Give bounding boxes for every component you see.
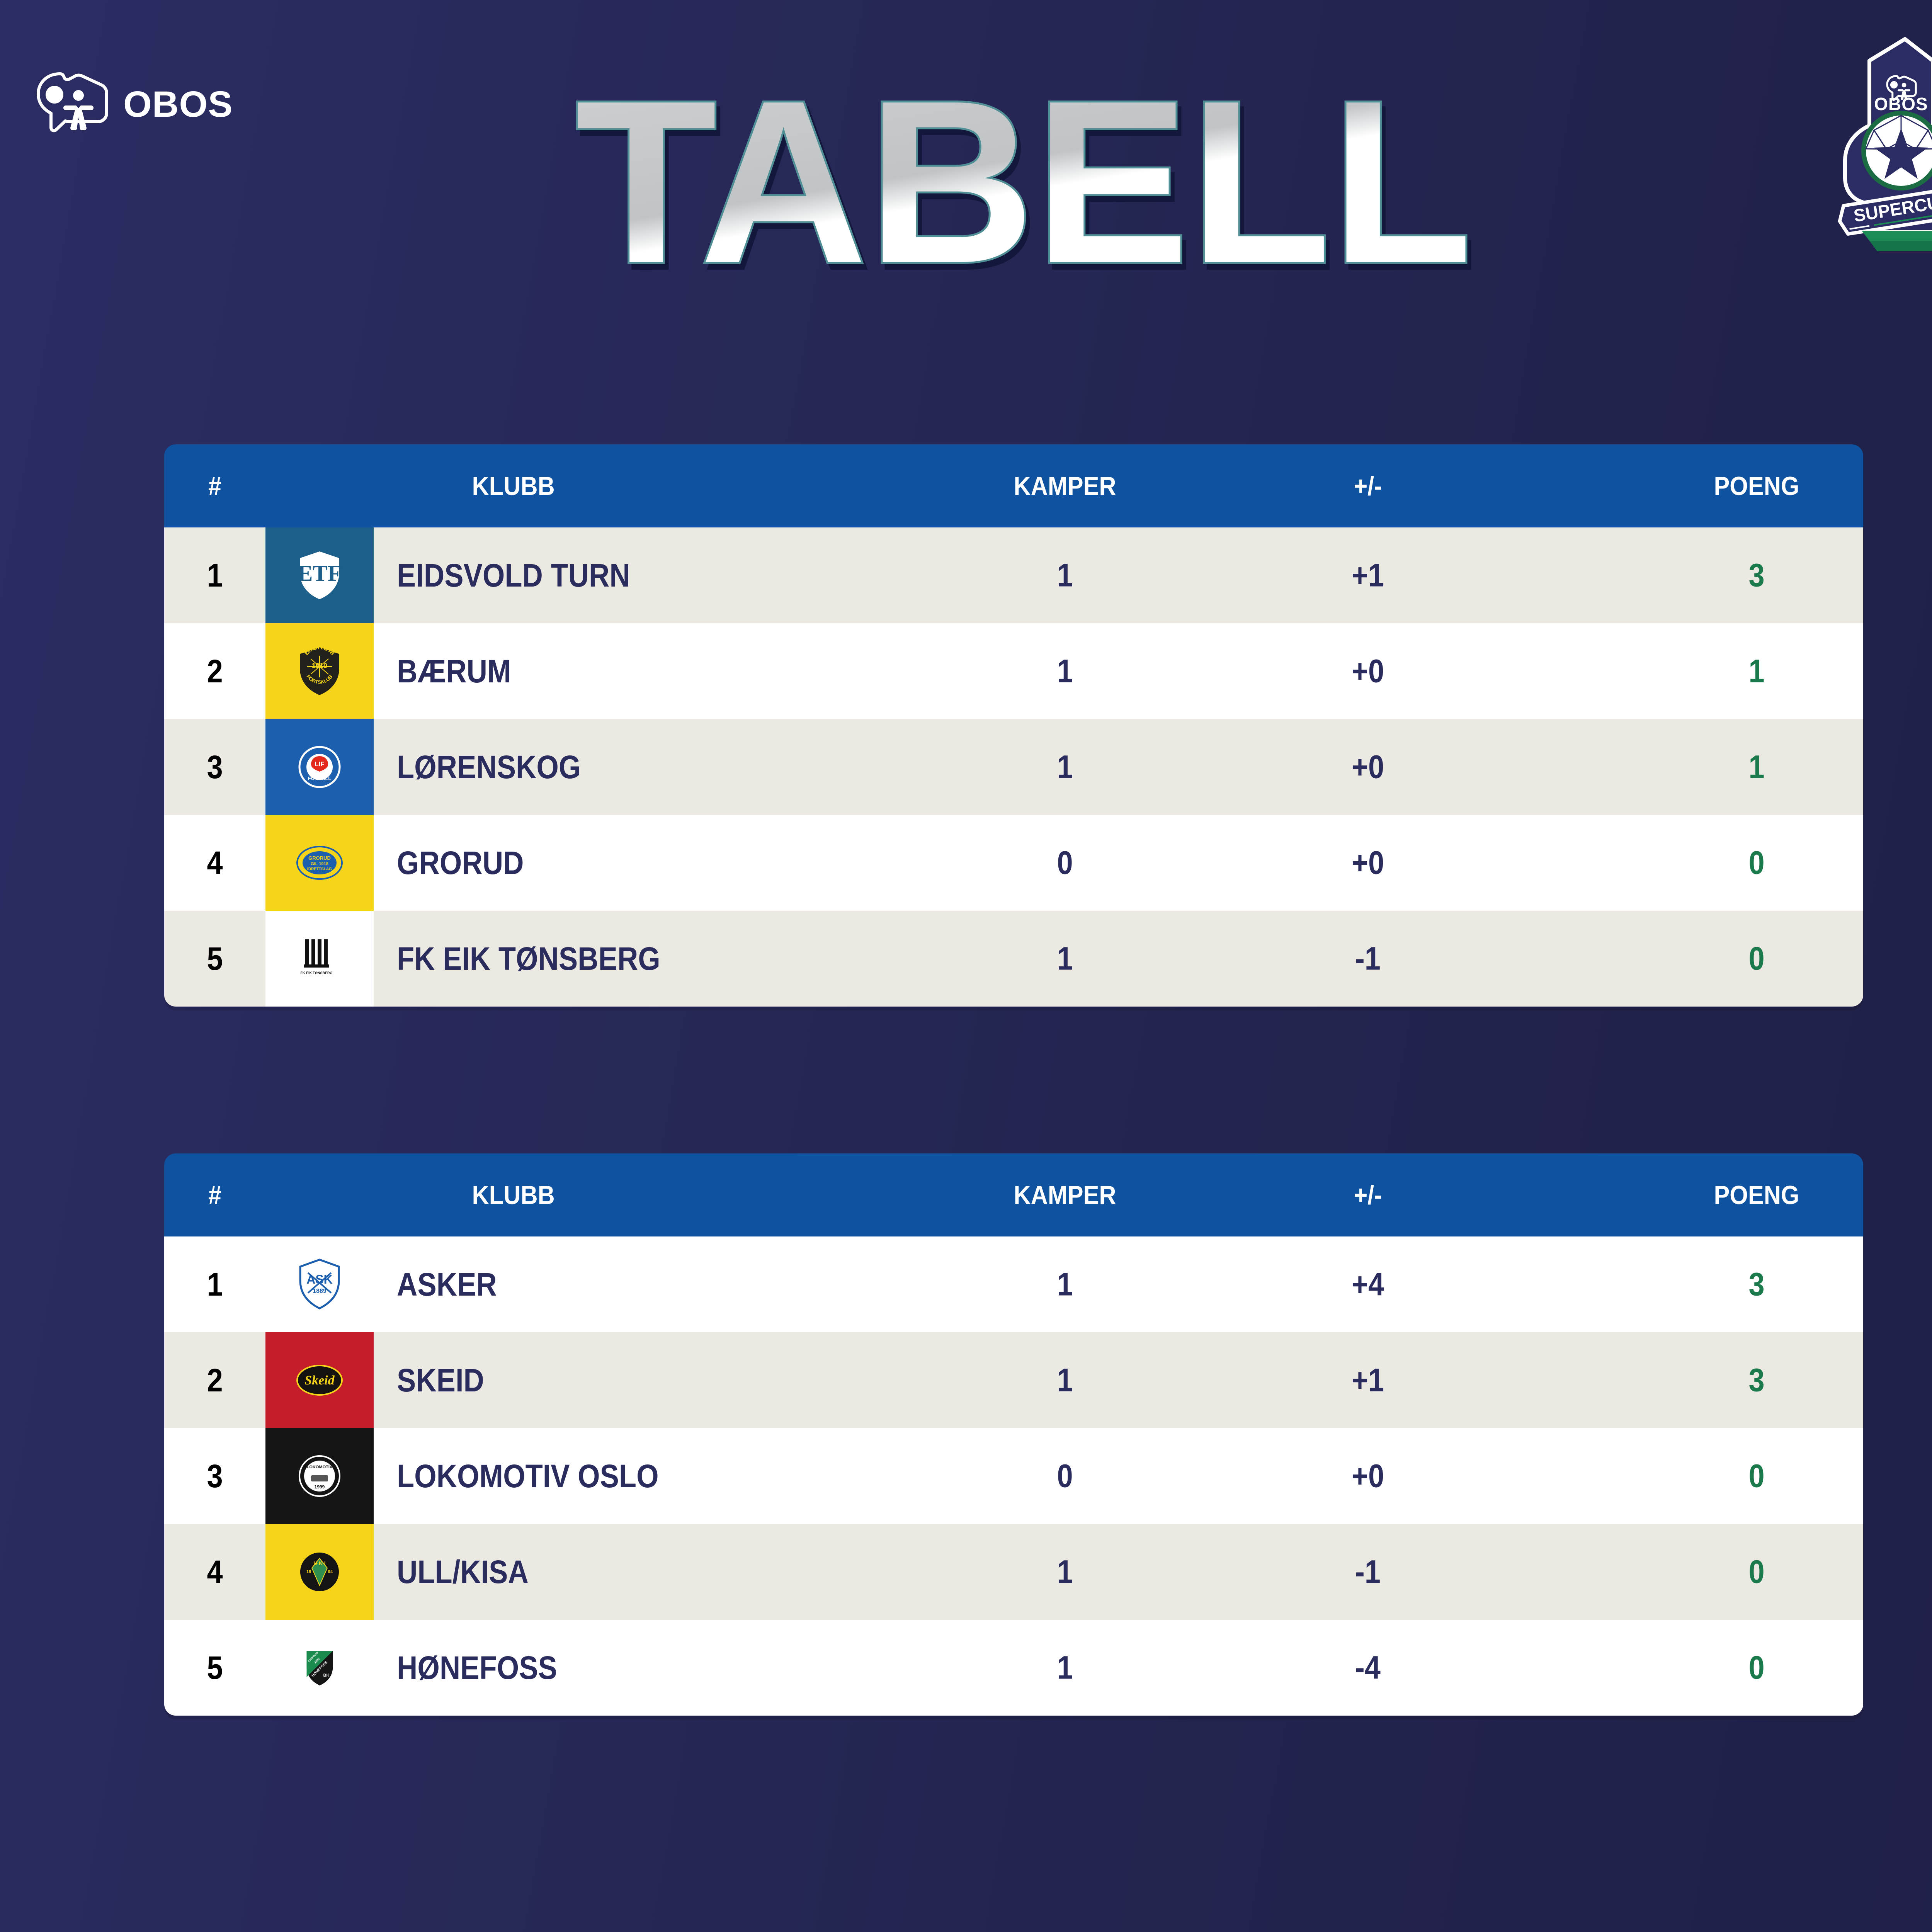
svg-text:ETF: ETF	[298, 561, 342, 586]
svg-text:Skeid: Skeid	[304, 1373, 335, 1388]
svg-text:FK EIK TØNSBERG: FK EIK TØNSBERG	[300, 971, 332, 975]
svg-text:LOKOMOTIV: LOKOMOTIV	[307, 1465, 333, 1469]
svg-text:1999: 1999	[315, 1484, 325, 1490]
svg-text:1889: 1889	[313, 1288, 327, 1294]
svg-text:TABELL: TABELL	[575, 53, 1473, 311]
svg-text:1910: 1910	[312, 662, 327, 670]
svg-text:GIL 1918: GIL 1918	[311, 862, 328, 866]
svg-text:94: 94	[328, 1570, 333, 1574]
svg-text:LIF: LIF	[315, 760, 325, 768]
svg-text:FOTBALL: FOTBALL	[308, 776, 332, 781]
svg-text:18: 18	[306, 1570, 311, 1574]
svg-text:U·K·I: U·K·I	[313, 1560, 325, 1566]
svg-text:IDRETTSLAG: IDRETTSLAG	[307, 867, 332, 871]
svg-text:BK: BK	[323, 1673, 329, 1677]
svg-text:GRORUD: GRORUD	[308, 855, 331, 861]
